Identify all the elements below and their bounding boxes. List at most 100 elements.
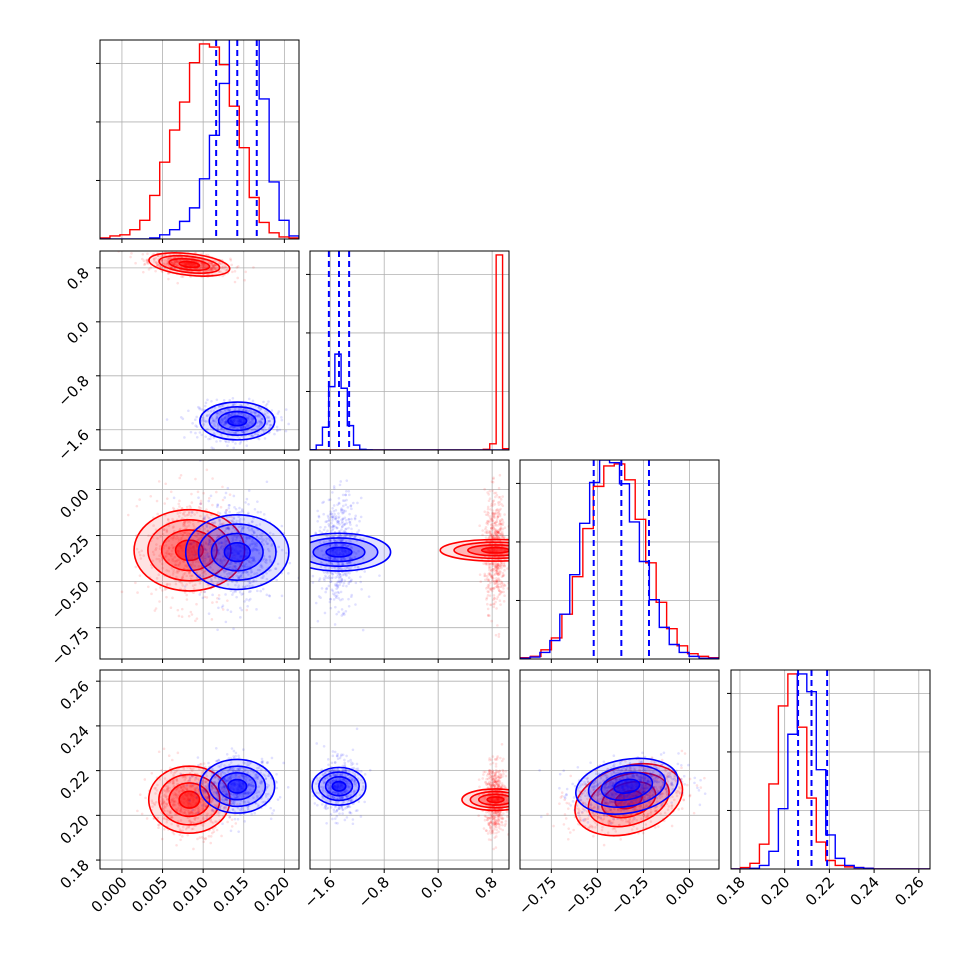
- scatter-point-blue: [341, 562, 345, 566]
- scatter-point-red: [484, 530, 487, 534]
- scatter-point-blue: [252, 559, 255, 562]
- scatter-point-blue: [203, 404, 207, 408]
- scatter-point-red: [192, 591, 195, 595]
- scatter-point-blue: [198, 573, 202, 577]
- scatter-point-blue: [339, 534, 342, 538]
- scatter-point-red: [490, 519, 494, 523]
- scatter-point-blue: [251, 559, 254, 563]
- scatter-point-blue: [336, 573, 340, 576]
- scatter-point-blue: [338, 530, 342, 533]
- scatter-point-blue: [221, 822, 224, 826]
- scatter-point-blue: [326, 571, 330, 575]
- scatter-point-red: [495, 580, 498, 584]
- scatter-point-red: [142, 259, 146, 262]
- scatter-point-red: [136, 591, 139, 594]
- scatter-point-blue: [340, 508, 343, 512]
- scatter-point-blue: [343, 613, 346, 616]
- scatter-point-red: [487, 586, 491, 589]
- scatter-point-red: [481, 533, 484, 537]
- scatter-point-red: [171, 536, 175, 539]
- scatter-point-red: [487, 562, 491, 566]
- scatter-point-blue: [207, 538, 211, 542]
- scatter-point-red: [149, 266, 153, 270]
- scatter-point-blue: [213, 557, 217, 560]
- scatter-point-red: [494, 532, 498, 535]
- scatter-point-blue: [230, 425, 234, 429]
- scatter-point-blue: [328, 498, 332, 501]
- scatter-point-blue: [257, 415, 260, 418]
- scatter-point-red: [181, 275, 185, 279]
- scatter-point-blue: [338, 523, 341, 526]
- scatter-point-blue: [245, 570, 248, 574]
- scatter-point-blue: [234, 430, 238, 434]
- scatter-point-blue: [265, 558, 268, 562]
- scatter-point-blue: [252, 556, 255, 559]
- scatter-point-blue: [251, 580, 254, 583]
- scatter-point-blue: [268, 594, 271, 597]
- scatter-point-red: [502, 587, 505, 590]
- scatter-point-red: [203, 562, 207, 565]
- scatter-point-blue: [342, 581, 346, 585]
- scatter-point-blue: [194, 776, 198, 780]
- scatter-point-red: [488, 562, 492, 566]
- scatter-point-blue: [333, 512, 336, 516]
- scatter-point-red: [213, 548, 216, 552]
- scatter-point-red: [487, 535, 491, 539]
- scatter-point-red: [154, 269, 157, 273]
- scatter-point-red: [493, 582, 496, 585]
- scatter-point-red: [495, 583, 499, 586]
- scatter-point-red: [165, 569, 168, 572]
- scatter-point-red: [180, 607, 184, 611]
- scatter-point-blue: [343, 572, 347, 575]
- scatter-point-blue: [344, 503, 348, 507]
- scatter-point-blue: [223, 496, 227, 499]
- scatter-point-blue: [324, 556, 328, 560]
- scatter-point-red: [189, 610, 193, 614]
- scatter-point-blue: [274, 567, 277, 570]
- scatter-point-blue: [227, 409, 230, 412]
- scatter-point-red: [165, 261, 168, 265]
- scatter-point-red: [201, 266, 204, 269]
- scatter-point-blue: [223, 529, 227, 533]
- scatter-point-red: [481, 529, 484, 532]
- scatter-point-blue: [224, 415, 227, 419]
- scatter-point-red: [207, 554, 211, 558]
- scatter-point-red: [501, 574, 505, 578]
- scatter-point-red: [212, 263, 215, 267]
- scatter-point-blue: [232, 494, 236, 498]
- scatter-point-blue: [335, 587, 338, 590]
- scatter-point-blue: [334, 516, 338, 520]
- scatter-point-blue: [350, 527, 353, 531]
- scatter-point-blue: [224, 510, 228, 514]
- scatter-point-red: [498, 535, 502, 539]
- scatter-point-blue: [345, 521, 349, 525]
- scatter-point-blue: [227, 504, 231, 507]
- scatter-point-red: [190, 613, 194, 616]
- scatter-point-red: [215, 533, 219, 537]
- scatter-point-blue: [226, 434, 230, 438]
- scatter-point-blue: [270, 756, 274, 760]
- scatter-point-blue: [244, 537, 248, 540]
- scatter-point-red: [489, 569, 493, 572]
- scatter-point-blue: [228, 503, 231, 507]
- scatter-point-blue: [247, 421, 251, 425]
- scatter-point-red: [174, 260, 178, 264]
- scatter-point-blue: [229, 565, 232, 569]
- scatter-point-red: [175, 571, 178, 574]
- scatter-point-red: [205, 508, 208, 511]
- scatter-point-blue: [344, 534, 347, 538]
- scatter-point-blue: [331, 589, 335, 593]
- scatter-point-blue: [347, 576, 351, 580]
- scatter-point-blue: [340, 508, 343, 511]
- scatter-point-blue: [253, 432, 257, 436]
- scatter-point-blue: [222, 569, 226, 573]
- scatter-point-blue: [223, 570, 226, 574]
- scatter-point-blue: [200, 418, 204, 422]
- scatter-point-red: [503, 526, 507, 530]
- scatter-point-blue: [257, 413, 261, 416]
- scatter-point-red: [206, 529, 210, 533]
- scatter-point-red: [500, 533, 503, 537]
- scatter-point-blue: [207, 555, 211, 558]
- scatter-point-red: [176, 571, 180, 574]
- scatter-point-red: [500, 567, 503, 570]
